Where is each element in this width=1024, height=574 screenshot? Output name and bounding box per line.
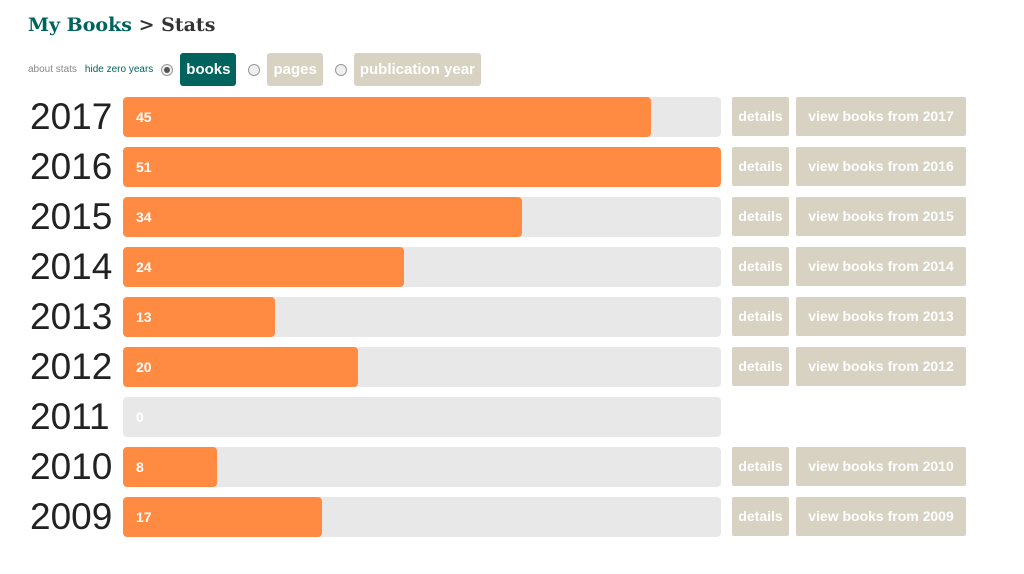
year-row: 2011 0 <box>0 397 1024 447</box>
books-radio[interactable] <box>161 63 174 76</box>
count-bar-fill <box>123 147 721 187</box>
books-toggle[interactable]: books <box>180 53 237 86</box>
count-bar-track: 34 <box>123 197 721 237</box>
count-bar-fill <box>123 497 323 537</box>
year-row: 2016 51 details view books from 2016 <box>0 147 1024 197</box>
count-bar-fill <box>123 297 276 337</box>
year-row: 2012 20 details view books from 2012 <box>0 347 1024 397</box>
year-row: 2009 17 details view books from 2009 <box>0 497 1024 547</box>
view-books-button[interactable]: view books from 2013 <box>796 297 966 336</box>
stats-title: Stats <box>161 14 216 36</box>
count-bar-track: 45 <box>123 97 721 137</box>
pages-radio[interactable] <box>248 63 261 76</box>
count-bar-track: 24 <box>123 247 721 287</box>
details-button[interactable]: details <box>732 497 789 536</box>
view-books-button[interactable]: view books from 2012 <box>796 347 966 386</box>
year-label: 2009 <box>30 496 113 537</box>
pages-toggle[interactable]: pages <box>267 53 323 86</box>
year-stats-list: 2017 45 details view books from 2017 2016 51 d… <box>0 97 1024 547</box>
year-row: 2014 24 details view books from 2014 <box>0 247 1024 297</box>
page-title: My Books > Stats <box>28 10 215 40</box>
year-label: 2015 <box>30 196 113 237</box>
year-row: 2017 45 details view books from 2017 <box>0 97 1024 147</box>
year-row: 2013 13 details view books from 2013 <box>0 297 1024 347</box>
count-bar-fill <box>123 197 522 237</box>
view-books-button[interactable]: view books from 2016 <box>796 147 966 186</box>
count-label: 51 <box>136 159 152 175</box>
view-books-button[interactable]: view books from 2017 <box>796 97 966 136</box>
count-bar-fill <box>123 347 358 387</box>
details-button[interactable]: details <box>732 247 789 286</box>
publication-year-toggle[interactable]: publication year <box>353 53 481 86</box>
details-button[interactable]: details <box>732 297 789 336</box>
my-books-link[interactable]: My Books <box>28 14 132 36</box>
stats-controls: about stats hide zero years books pages … <box>28 52 493 87</box>
year-label: 2010 <box>30 446 113 487</box>
count-bar-fill <box>123 247 405 287</box>
count-label: 45 <box>136 109 152 125</box>
publication-year-radio[interactable] <box>334 63 347 76</box>
details-button[interactable]: details <box>732 197 789 236</box>
details-button[interactable]: details <box>732 147 789 186</box>
year-row: 2010 8 details view books from 2010 <box>0 447 1024 497</box>
count-label: 0 <box>136 409 144 425</box>
view-books-button[interactable]: view books from 2009 <box>796 497 966 536</box>
hide-zero-years-link[interactable]: hide zero years <box>84 64 154 75</box>
count-bar-track: 0 <box>123 397 721 437</box>
about-stats-link[interactable]: about stats <box>28 64 77 75</box>
details-button[interactable]: details <box>732 347 789 386</box>
count-label: 20 <box>136 359 152 375</box>
count-bar-fill <box>123 97 651 137</box>
details-button[interactable]: details <box>732 97 789 136</box>
year-label: 2011 <box>30 396 110 437</box>
count-label: 8 <box>136 459 144 475</box>
view-books-button[interactable]: view books from 2015 <box>796 197 966 236</box>
year-label: 2017 <box>30 96 113 137</box>
count-bar-track: 13 <box>123 297 721 337</box>
count-bar-track: 51 <box>123 147 721 187</box>
count-label: 24 <box>136 259 152 275</box>
year-label: 2014 <box>30 246 113 287</box>
year-label: 2012 <box>30 346 113 387</box>
view-books-button[interactable]: view books from 2010 <box>796 447 966 486</box>
year-label: 2013 <box>30 296 113 337</box>
details-button[interactable]: details <box>732 447 789 486</box>
view-books-button[interactable]: view books from 2014 <box>796 247 966 286</box>
breadcrumb-separator: > <box>138 14 155 36</box>
year-label: 2016 <box>30 146 113 187</box>
count-label: 34 <box>136 209 152 225</box>
count-label: 13 <box>136 309 152 325</box>
count-bar-track: 17 <box>123 497 721 537</box>
count-label: 17 <box>136 509 152 525</box>
count-bar-fill <box>123 447 217 487</box>
count-bar-track: 20 <box>123 347 721 387</box>
count-bar-track: 8 <box>123 447 721 487</box>
year-row: 2015 34 details view books from 2015 <box>0 197 1024 247</box>
